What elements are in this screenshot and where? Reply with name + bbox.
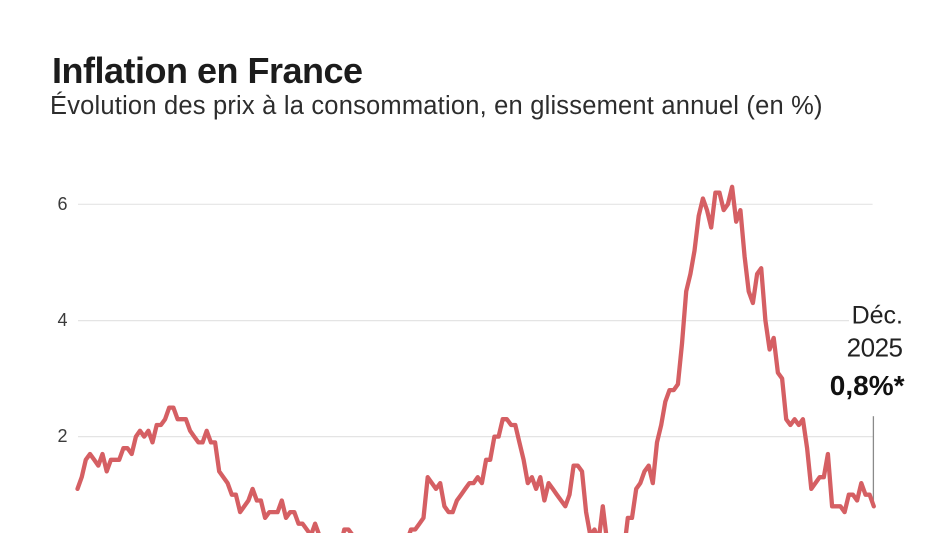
svg-text:2025: 2025 [847, 333, 903, 363]
svg-text:2: 2 [57, 426, 67, 446]
svg-text:Déc.: Déc. [852, 301, 903, 329]
svg-text:6: 6 [57, 194, 67, 214]
svg-text:4: 4 [57, 310, 67, 330]
svg-text:0,8%*: 0,8%* [830, 370, 905, 401]
